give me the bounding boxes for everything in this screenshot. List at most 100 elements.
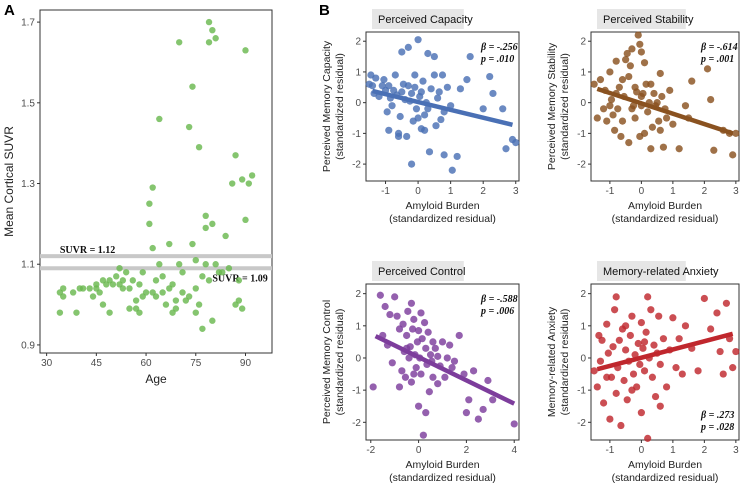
- data-point: [391, 293, 399, 301]
- data-point: [142, 289, 150, 296]
- data-point: [647, 306, 655, 314]
- data-point: [380, 76, 388, 84]
- data-point: [235, 277, 243, 284]
- data-point: [195, 301, 203, 308]
- data-point: [590, 80, 598, 88]
- y-axis-subtitle: (standardized residual): [559, 309, 571, 416]
- data-point: [403, 331, 411, 340]
- data-point: [372, 74, 380, 82]
- y-tick-label: 1: [355, 67, 361, 78]
- data-point: [606, 68, 614, 76]
- data-point: [626, 62, 634, 70]
- data-point: [669, 314, 677, 322]
- data-point: [424, 328, 432, 336]
- data-point: [446, 341, 454, 349]
- data-point: [644, 434, 652, 442]
- data-point: [486, 72, 494, 81]
- data-point: [655, 117, 663, 125]
- strip-title-anxiety: Memory-related Anxiety: [603, 266, 719, 278]
- data-point: [149, 184, 156, 191]
- x-tick-label: 2: [464, 445, 470, 456]
- data-point: [202, 261, 209, 268]
- data-point: [651, 392, 660, 401]
- data-point: [185, 123, 193, 131]
- data-point: [636, 132, 644, 141]
- data-point: [636, 360, 644, 369]
- strip-label-bg: [372, 261, 464, 281]
- data-point: [420, 318, 429, 327]
- data-point: [599, 105, 608, 113]
- data-point: [639, 344, 647, 352]
- data-point: [56, 309, 64, 316]
- data-point: [432, 122, 440, 130]
- data-point: [465, 396, 473, 404]
- y-axis-title: Perceived Memory Stability: [546, 42, 558, 170]
- data-point: [703, 65, 712, 73]
- data-point: [604, 349, 612, 357]
- data-point: [235, 297, 243, 304]
- data-point: [388, 102, 396, 110]
- x-tick-label: 3: [513, 186, 519, 197]
- data-point: [383, 108, 391, 116]
- x-tick-label: 3: [733, 186, 739, 197]
- data-point: [628, 45, 636, 53]
- data-point: [648, 373, 657, 381]
- data-point: [219, 269, 226, 276]
- y-tick-label: 0: [355, 353, 361, 364]
- data-point: [106, 309, 113, 316]
- y-tick-label: 2: [580, 289, 586, 300]
- x-tick-label: 45: [91, 358, 103, 369]
- chart-stability: Perceived Stability-1 0 1 2 3-2-1012Amyloid …: [546, 5, 740, 225]
- data-point: [729, 151, 737, 159]
- data-point: [192, 256, 199, 264]
- x-tick-label: 0: [639, 186, 645, 197]
- data-point: [407, 89, 416, 98]
- data-point: [644, 108, 652, 116]
- data-point: [640, 59, 649, 67]
- regression-line: [596, 86, 734, 136]
- data-point: [681, 322, 690, 330]
- data-point: [642, 328, 650, 336]
- data-point: [189, 240, 196, 248]
- data-point: [499, 105, 507, 113]
- data-point: [431, 344, 439, 352]
- data-point: [681, 102, 690, 110]
- data-point: [603, 117, 611, 125]
- data-point: [636, 40, 644, 48]
- x-axis-title: Age: [145, 372, 167, 386]
- data-point: [474, 415, 482, 423]
- data-point: [622, 346, 630, 354]
- data-point: [598, 336, 606, 344]
- x-tick-label: 75: [190, 358, 202, 369]
- data-point: [388, 359, 396, 367]
- x-tick-label: -2: [366, 445, 375, 456]
- x-axis-subtitle: (standardized residual): [389, 213, 496, 225]
- y-axis-subtitle: (standardized residual): [559, 53, 571, 160]
- beta-annotation: β = -.614: [700, 42, 738, 53]
- x-tick-label: 4: [511, 445, 517, 456]
- data-point: [637, 48, 645, 56]
- data-point: [716, 347, 724, 356]
- y-tick-label: 0: [355, 98, 361, 109]
- data-point: [666, 86, 674, 94]
- data-point: [139, 269, 146, 276]
- data-point: [443, 83, 451, 91]
- data-point: [401, 373, 410, 381]
- data-point: [448, 364, 456, 372]
- data-point: [126, 285, 133, 292]
- data-point: [248, 172, 256, 179]
- data-point: [648, 123, 657, 131]
- data-point: [205, 277, 213, 284]
- x-tick-label: 3: [733, 445, 739, 456]
- data-point: [414, 327, 423, 335]
- data-point: [713, 309, 721, 317]
- data-point: [659, 335, 668, 343]
- data-point: [707, 325, 715, 333]
- data-point: [463, 76, 471, 84]
- data-point: [438, 338, 447, 346]
- y-tick-label: 1.1: [21, 260, 35, 271]
- data-point: [489, 396, 497, 404]
- data-point: [637, 318, 645, 327]
- reference-line: [40, 254, 272, 259]
